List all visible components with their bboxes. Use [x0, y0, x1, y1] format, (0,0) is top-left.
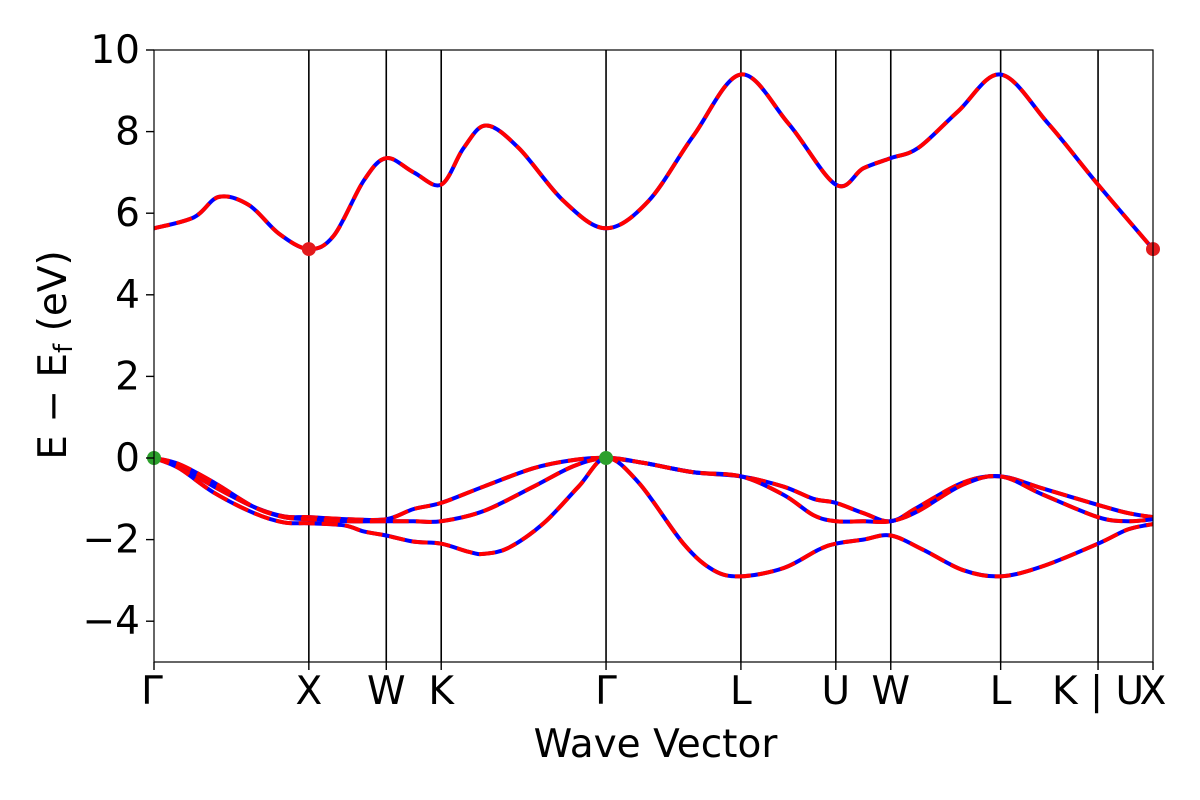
y-axis-label-main: E − E — [31, 353, 76, 460]
kpoint-lines — [308, 50, 1099, 662]
band-edge-marker — [599, 451, 614, 465]
x-tick-label: L — [730, 669, 752, 714]
y-tick-label: −4 — [83, 599, 141, 644]
band-line-solid — [153, 455, 1154, 524]
x-tick-label: Γ — [595, 669, 617, 714]
x-tick-label: X — [295, 669, 322, 714]
y-axis-label-subscript: f — [49, 343, 79, 353]
band-edge-marker — [301, 242, 316, 257]
x-tick-label: X — [1140, 669, 1167, 714]
bands — [153, 72, 1155, 579]
x-tick-label: Γ — [141, 669, 163, 714]
y-tick-label: −2 — [83, 518, 141, 563]
band-line-solid — [153, 72, 1155, 252]
x-tick-label: K — [428, 669, 455, 714]
band-line-dashed — [153, 72, 1155, 252]
y-axis-label-unit: (eV) — [31, 250, 76, 344]
y-axis-ticks: −4 −2 0 2 4 6 8 10 — [83, 28, 154, 644]
y-axis-label: E − Ef (eV) — [31, 250, 79, 459]
x-tick-label: U — [822, 669, 851, 714]
band-line-dashed — [153, 455, 1154, 524]
x-tick-label: L — [990, 669, 1012, 714]
plot-frame — [153, 49, 1154, 663]
x-axis-label: Wave Vector — [534, 722, 779, 767]
band-line-dashed — [153, 455, 1154, 524]
x-tick-label: W — [367, 669, 406, 714]
y-tick-label: 6 — [115, 191, 140, 236]
y-tick-label: 8 — [115, 110, 140, 155]
band-edge-markers — [147, 242, 1160, 465]
y-tick-label: 0 — [115, 436, 140, 481]
y-tick-label: 2 — [115, 354, 140, 399]
x-tick-label: W — [871, 669, 910, 714]
x-tick-label: K | U — [1052, 669, 1144, 714]
y-tick-label: 10 — [90, 28, 140, 73]
band-line-solid — [153, 455, 1154, 524]
y-tick-label: 4 — [115, 273, 140, 318]
